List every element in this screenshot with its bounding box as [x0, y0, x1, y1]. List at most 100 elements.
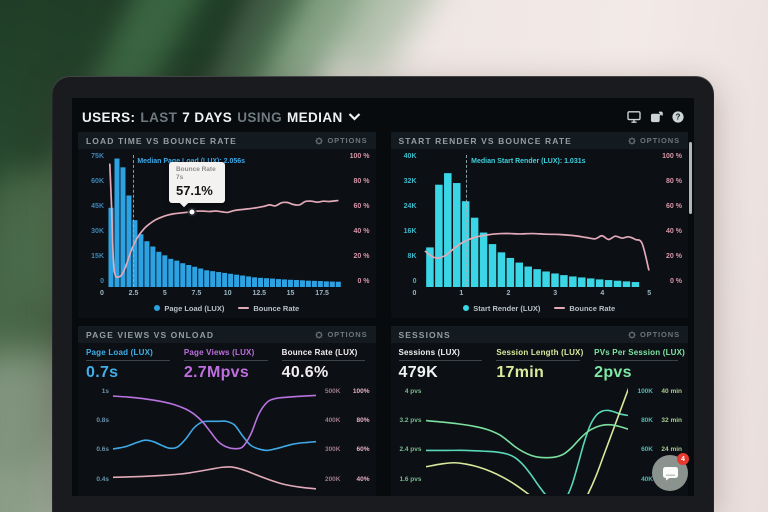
panel-title: PAGE VIEWS VS ONLOAD	[86, 329, 215, 340]
panel-load-time: LOAD TIME VS BOUNCE RATE OPTIONS 75K 60K…	[78, 132, 376, 318]
metric-sessions: Sessions (LUX) 479K	[398, 348, 483, 382]
metric-label: Session Length (LUX)	[496, 348, 583, 361]
metrics-row: Sessions (LUX) 479K Session Length (LUX)…	[391, 343, 689, 382]
panel-page-views: PAGE VIEWS VS ONLOAD OPTIONS Page Load (…	[78, 326, 376, 496]
chart-body: 75K 60K 45K 30K 15K 0 Median Page Load (…	[78, 149, 376, 287]
export-icon[interactable]	[650, 111, 663, 123]
chart-legend: Page Load (LUX) Bounce Rate	[78, 300, 376, 316]
chart-legend: Start Render (LUX) Bounce Rate	[391, 300, 689, 316]
metric-value: 2.7Mpvs	[183, 364, 250, 381]
gear-icon	[628, 330, 636, 339]
page-views-chart	[113, 385, 316, 494]
options-label: OPTIONS	[639, 330, 680, 339]
gear-icon	[315, 330, 324, 339]
metrics-row: Page Load (LUX) 0.7s Page Views (LUX) 2.…	[78, 343, 376, 382]
legend-bounce-rate[interactable]: Bounce Rate	[238, 304, 299, 313]
chart-body: 1s 0.8s 0.6s 0.4s 500K 100% 400K 80% 300K 6…	[78, 382, 376, 496]
header-toolbar: ?	[627, 111, 684, 123]
metric-value: 2pvs	[594, 364, 632, 381]
help-icon[interactable]: ?	[672, 111, 684, 123]
tooltip-title: Bounce Rate	[175, 165, 216, 173]
x-axis: 0 2.5 5 7.5 10 12.5 15 17.5	[100, 290, 329, 297]
y-axis-left: 4 pvs 3.2 pvs 2.4 pvs 1.6 pvs	[399, 388, 422, 483]
metric-pvs-per-session: PVs Per Session (LUX) 2pvs	[594, 348, 685, 382]
dashboard-title-dropdown[interactable]: USERS: LAST 7 DAYS USING MEDIAN	[82, 110, 361, 125]
metric-value: 0.7s	[86, 364, 119, 381]
chat-bubble-icon	[662, 466, 678, 480]
options-button[interactable]: OPTIONS	[628, 136, 680, 145]
y-axis-left: 1s 0.8s 0.6s 0.4s	[96, 388, 109, 483]
tooltip-value: 57.1%	[175, 183, 213, 199]
plant-leaf	[318, 0, 507, 89]
panel-load-time-header: LOAD TIME VS BOUNCE RATE OPTIONS	[78, 132, 376, 149]
y-axis-left: 40K 32K 24K 16K 8K 0	[403, 153, 417, 285]
options-label: OPTIONS	[327, 330, 368, 339]
title-last: LAST	[140, 109, 178, 125]
analytics-dashboard: USERS: LAST 7 DAYS USING MEDIAN ?	[72, 98, 694, 496]
title-median: MEDIAN	[286, 109, 343, 125]
legend-dash-icon	[238, 307, 250, 309]
laptop-frame: USERS: LAST 7 DAYS USING MEDIAN ?	[52, 76, 714, 512]
metric-bounce-rate: Bounce Rate (LUX) 40.6%	[281, 348, 366, 382]
options-label: OPTIONS	[639, 136, 680, 145]
title-using: USING	[237, 109, 282, 125]
load-time-histogram	[108, 158, 341, 287]
metric-label: Bounce Rate (LUX)	[281, 348, 366, 361]
options-button[interactable]: OPTIONS	[315, 136, 367, 145]
svg-text:?: ?	[676, 113, 681, 122]
metric-value: 40.6%	[281, 364, 329, 381]
panel-title: SESSIONS	[398, 329, 451, 340]
y-axis-right: 100 % 80 % 60 % 40 % 20 % 0 %	[349, 153, 370, 285]
legend-page-load[interactable]: Page Load (LUX)	[154, 304, 224, 313]
median-label: Median Start Render (LUX): 1.031s	[471, 158, 586, 165]
panel-title: LOAD TIME VS BOUNCE RATE	[86, 135, 237, 146]
dashboard-header: USERS: LAST 7 DAYS USING MEDIAN ?	[78, 102, 688, 132]
metric-session-length: Session Length (LUX) 17min	[496, 348, 583, 382]
chart-body: 40K 32K 24K 16K 8K 0 Median Start Render…	[391, 149, 689, 287]
legend-bounce-rate[interactable]: Bounce Rate	[554, 304, 615, 313]
panel-page-views-header: PAGE VIEWS VS ONLOAD OPTIONS	[78, 326, 376, 343]
sessions-lines	[426, 385, 629, 494]
load-time-chart: Median Page Load (LUX): 2.056s Bounce Ra…	[108, 155, 343, 287]
panel-sessions: SESSIONS OPTIONS Sessions (LUX) 479K	[390, 326, 689, 496]
scrollbar[interactable]	[689, 142, 692, 214]
legend-start-render[interactable]: Start Render (LUX)	[463, 304, 540, 313]
options-label: OPTIONS	[327, 136, 368, 145]
legend-dot-icon	[463, 305, 470, 311]
panel-start-render: START RENDER VS BOUNCE RATE OPTIONS 40K …	[390, 132, 689, 318]
metric-page-load: Page Load (LUX) 0.7s	[86, 348, 170, 382]
y-axis-right: 100K 40 min 80K 32 min 60K 24 min 40K	[637, 388, 682, 483]
metric-value: 479K	[398, 364, 438, 381]
chat-unread-badge: 4	[677, 453, 689, 465]
dashboard-screen: USERS: LAST 7 DAYS USING MEDIAN ?	[72, 98, 694, 496]
page-views-lines	[113, 385, 316, 494]
line-point-marker	[189, 209, 195, 215]
metric-label: PVs Per Session (LUX)	[594, 348, 685, 361]
options-button[interactable]: OPTIONS	[315, 330, 367, 339]
tooltip-subtitle: 7s	[175, 174, 184, 182]
chat-launcher-button[interactable]: 4	[652, 453, 689, 491]
gear-icon	[315, 136, 324, 145]
chevron-down-icon[interactable]	[348, 113, 361, 121]
title-users: USERS:	[82, 109, 136, 125]
panel-sessions-header: SESSIONS OPTIONS	[390, 326, 688, 343]
median-line	[466, 155, 468, 287]
y-axis-left: 75K 60K 45K 30K 15K 0	[91, 153, 104, 285]
metric-label: Page Views (LUX)	[183, 348, 268, 361]
sessions-chart	[426, 385, 629, 494]
legend-dash-icon	[554, 307, 566, 309]
y-axis-right: 100 % 80 % 60 % 40 % 20 % 0 %	[662, 153, 682, 285]
start-render-chart: Median Start Render (LUX): 1.031s	[421, 155, 656, 287]
display-icon[interactable]	[627, 111, 641, 123]
legend-dot-icon	[154, 305, 161, 311]
chart-body: 4 pvs 3.2 pvs 2.4 pvs 1.6 pvs 100K 40 min…	[391, 382, 689, 496]
metric-label: Sessions (LUX)	[398, 348, 483, 361]
bounce-rate-tooltip: Bounce Rate 7s 57.1%	[168, 161, 225, 208]
median-label: Median Page Load (LUX): 2.056s	[137, 158, 246, 165]
metric-value: 17min	[496, 364, 545, 381]
metric-label: Page Load (LUX)	[86, 348, 170, 361]
panel-grid: LOAD TIME VS BOUNCE RATE OPTIONS 75K 60K…	[78, 132, 688, 496]
options-button[interactable]: OPTIONS	[628, 330, 680, 339]
y-axis-right: 500K 100% 400K 80% 300K 60% 200K 40%	[324, 388, 370, 483]
panel-title: START RENDER VS BOUNCE RATE	[398, 135, 572, 146]
